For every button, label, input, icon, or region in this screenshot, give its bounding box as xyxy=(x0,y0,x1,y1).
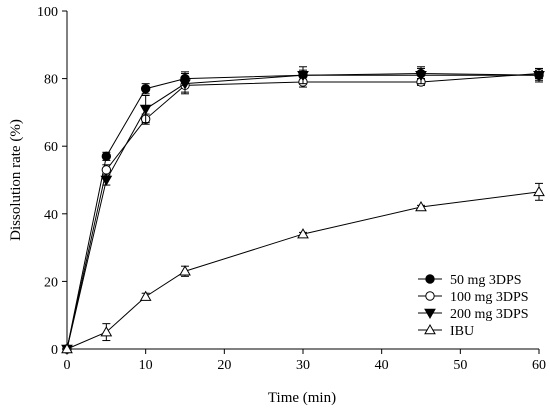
data-point xyxy=(61,342,73,354)
x-tick-label: 30 xyxy=(296,358,310,373)
y-tick-label: 40 xyxy=(44,208,58,223)
y-tick-label: 80 xyxy=(44,73,58,88)
legend-marker xyxy=(424,308,436,320)
x-tick-label: 0 xyxy=(64,358,71,373)
x-tick-label: 10 xyxy=(139,358,153,373)
legend-item: 100 mg 3DPS xyxy=(418,290,529,305)
x-tick-label: 20 xyxy=(217,358,231,373)
x-axis-title: Time (min) xyxy=(268,390,336,406)
ticks: 0 20 40 60 80 100 0 10 20 30 40 50 60 xyxy=(37,5,546,373)
legend-marker xyxy=(425,274,435,284)
legend-label: IBU xyxy=(450,324,474,339)
legend: 50 mg 3DPS 100 mg 3DPS 200 mg 3DPS IBU xyxy=(418,273,529,339)
data-point xyxy=(415,201,427,212)
legend-marker xyxy=(424,323,436,335)
y-tick-label: 0 xyxy=(51,343,58,358)
x-tick-label: 40 xyxy=(375,358,389,373)
data-point xyxy=(297,228,309,239)
x-tick-label: 60 xyxy=(532,358,546,373)
data-point xyxy=(415,70,427,82)
legend-item: IBU xyxy=(418,323,474,339)
data-point xyxy=(533,185,545,197)
legend-marker xyxy=(425,291,435,301)
data-point xyxy=(139,104,152,116)
legend-item: 200 mg 3DPS xyxy=(418,307,529,322)
x-tick-label: 50 xyxy=(453,358,467,373)
data-point xyxy=(100,326,113,337)
y-tick-label: 20 xyxy=(44,275,58,290)
y-tick-label: 100 xyxy=(37,5,58,20)
data-point xyxy=(100,175,113,187)
data-point xyxy=(101,151,112,162)
data-point xyxy=(533,70,545,82)
legend-label: 100 mg 3DPS xyxy=(450,290,529,305)
data-point xyxy=(101,165,112,175)
y-tick-label: 60 xyxy=(44,140,58,155)
data-point xyxy=(179,79,191,90)
data-point xyxy=(297,70,309,82)
series-layer xyxy=(61,66,545,356)
data-point xyxy=(179,265,191,276)
legend-label: 200 mg 3DPS xyxy=(450,307,529,322)
legend-label: 50 mg 3DPS xyxy=(450,273,522,288)
data-point xyxy=(140,84,151,94)
y-axis-title: Dissolution rate (%) xyxy=(8,119,24,241)
legend-item: 50 mg 3DPS xyxy=(418,273,522,288)
series-4 xyxy=(61,182,545,354)
series-3 xyxy=(61,66,545,356)
data-point xyxy=(139,290,152,301)
